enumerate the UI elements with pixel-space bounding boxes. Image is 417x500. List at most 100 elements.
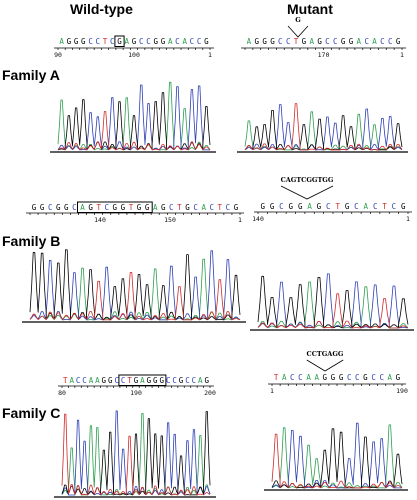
base-letter: A xyxy=(80,203,85,212)
base-letter: C xyxy=(121,376,126,385)
trace-A xyxy=(57,81,211,151)
base-letter: C xyxy=(175,37,180,46)
base-letter: A xyxy=(247,37,252,46)
base-letter: G xyxy=(108,376,113,385)
base-letter: G xyxy=(40,203,45,212)
base-letter: C xyxy=(72,203,77,212)
base-letter: C xyxy=(226,203,231,212)
base-letter: C xyxy=(354,202,359,211)
base-letter: G xyxy=(145,203,150,212)
position-label: 200 xyxy=(204,389,216,397)
base-letter: C xyxy=(139,37,144,46)
base-letter: G xyxy=(153,376,158,385)
trace-C xyxy=(57,84,211,151)
base-letter: T xyxy=(382,202,387,211)
trace-C xyxy=(29,250,241,321)
trace-C xyxy=(61,410,211,496)
deleted-region-box xyxy=(118,374,167,386)
base-letter: G xyxy=(204,37,209,46)
base-letter: G xyxy=(74,37,79,46)
base-letter: T xyxy=(335,202,340,211)
trace-G xyxy=(61,411,211,496)
position-label: 1 xyxy=(270,387,274,395)
base-letter: A xyxy=(309,37,314,46)
base-letter: G xyxy=(117,37,122,46)
header-mutant: Mutant xyxy=(287,1,333,17)
base-letter: G xyxy=(121,203,126,212)
base-letter: G xyxy=(302,37,307,46)
base-letter: C xyxy=(325,37,330,46)
base-letter: G xyxy=(185,203,190,212)
base-letter: C xyxy=(104,203,109,212)
base-letter: A xyxy=(306,373,311,382)
base-letter: C xyxy=(278,37,283,46)
base-letter: G xyxy=(345,202,350,211)
trace-T xyxy=(244,103,403,151)
base-letter: G xyxy=(205,376,210,385)
base-letter: C xyxy=(379,373,384,382)
base-letter: T xyxy=(129,203,134,212)
base-letter: G xyxy=(81,37,86,46)
base-letter: G xyxy=(270,202,275,211)
base-letter: G xyxy=(317,37,322,46)
base-letter: C xyxy=(110,37,115,46)
insertion-marker: CAGTCGGTGG xyxy=(280,176,334,200)
trace-T xyxy=(57,111,211,151)
insertion-caret xyxy=(287,25,309,38)
base-letter: A xyxy=(182,37,187,46)
base-letter: A xyxy=(89,376,94,385)
insertion-label: G xyxy=(295,16,301,24)
deleted-region-box xyxy=(114,35,125,47)
position-label: 1 xyxy=(400,51,404,59)
base-letter: A xyxy=(201,203,206,212)
base-letter: G xyxy=(298,202,303,211)
base-letter: C xyxy=(209,203,214,212)
base-letter: C xyxy=(333,37,338,46)
base-letter: G xyxy=(159,376,164,385)
base-letter: A xyxy=(69,376,74,385)
insertion-marker: CCTGAGG xyxy=(307,350,344,372)
base-letter: G xyxy=(396,373,401,382)
base-letter: G xyxy=(260,202,265,211)
base-letter: C xyxy=(166,376,171,385)
base-letter: C xyxy=(82,376,87,385)
family-label-c: Family C xyxy=(2,405,60,421)
base-letter: A xyxy=(140,376,145,385)
base-letter: C xyxy=(290,373,295,382)
base-letter: C xyxy=(286,37,291,46)
base-letter: G xyxy=(64,203,69,212)
base-letter: C xyxy=(371,373,376,382)
base-letter: A xyxy=(153,203,158,212)
base-letter: G xyxy=(317,202,322,211)
insertion-caret xyxy=(280,185,334,200)
base-letter: G xyxy=(32,203,37,212)
base-letter: G xyxy=(179,376,184,385)
base-letter: G xyxy=(396,37,401,46)
trace-T xyxy=(271,433,403,489)
trace-T xyxy=(29,272,241,321)
base-letter: C xyxy=(347,373,352,382)
base-letter: T xyxy=(274,373,279,382)
position-label: 80 xyxy=(58,389,66,397)
base-letter: C xyxy=(192,376,197,385)
base-letter: T xyxy=(63,376,68,385)
base-letter: G xyxy=(331,373,336,382)
base-letter: C xyxy=(298,373,303,382)
position-label: 140 xyxy=(252,215,264,223)
base-letter: C xyxy=(114,376,119,385)
position-label: 1 xyxy=(406,215,410,223)
base-letter: G xyxy=(102,376,107,385)
base-letter: G xyxy=(134,376,139,385)
base-letter: C xyxy=(364,37,369,46)
family-2-wt-panel: T A C C A A G G C C T G A G G G C C G C C A G80 190 200 xyxy=(54,374,216,498)
position-label: 170 xyxy=(318,51,330,59)
header-wild-type: Wild-type xyxy=(70,1,133,17)
position-label: 90 xyxy=(54,51,62,59)
position-label: 1 xyxy=(238,216,242,224)
insertion-marker: G xyxy=(287,16,309,38)
family-label-b: Family B xyxy=(2,233,60,249)
base-letter: A xyxy=(125,37,130,46)
base-letter: A xyxy=(95,376,100,385)
